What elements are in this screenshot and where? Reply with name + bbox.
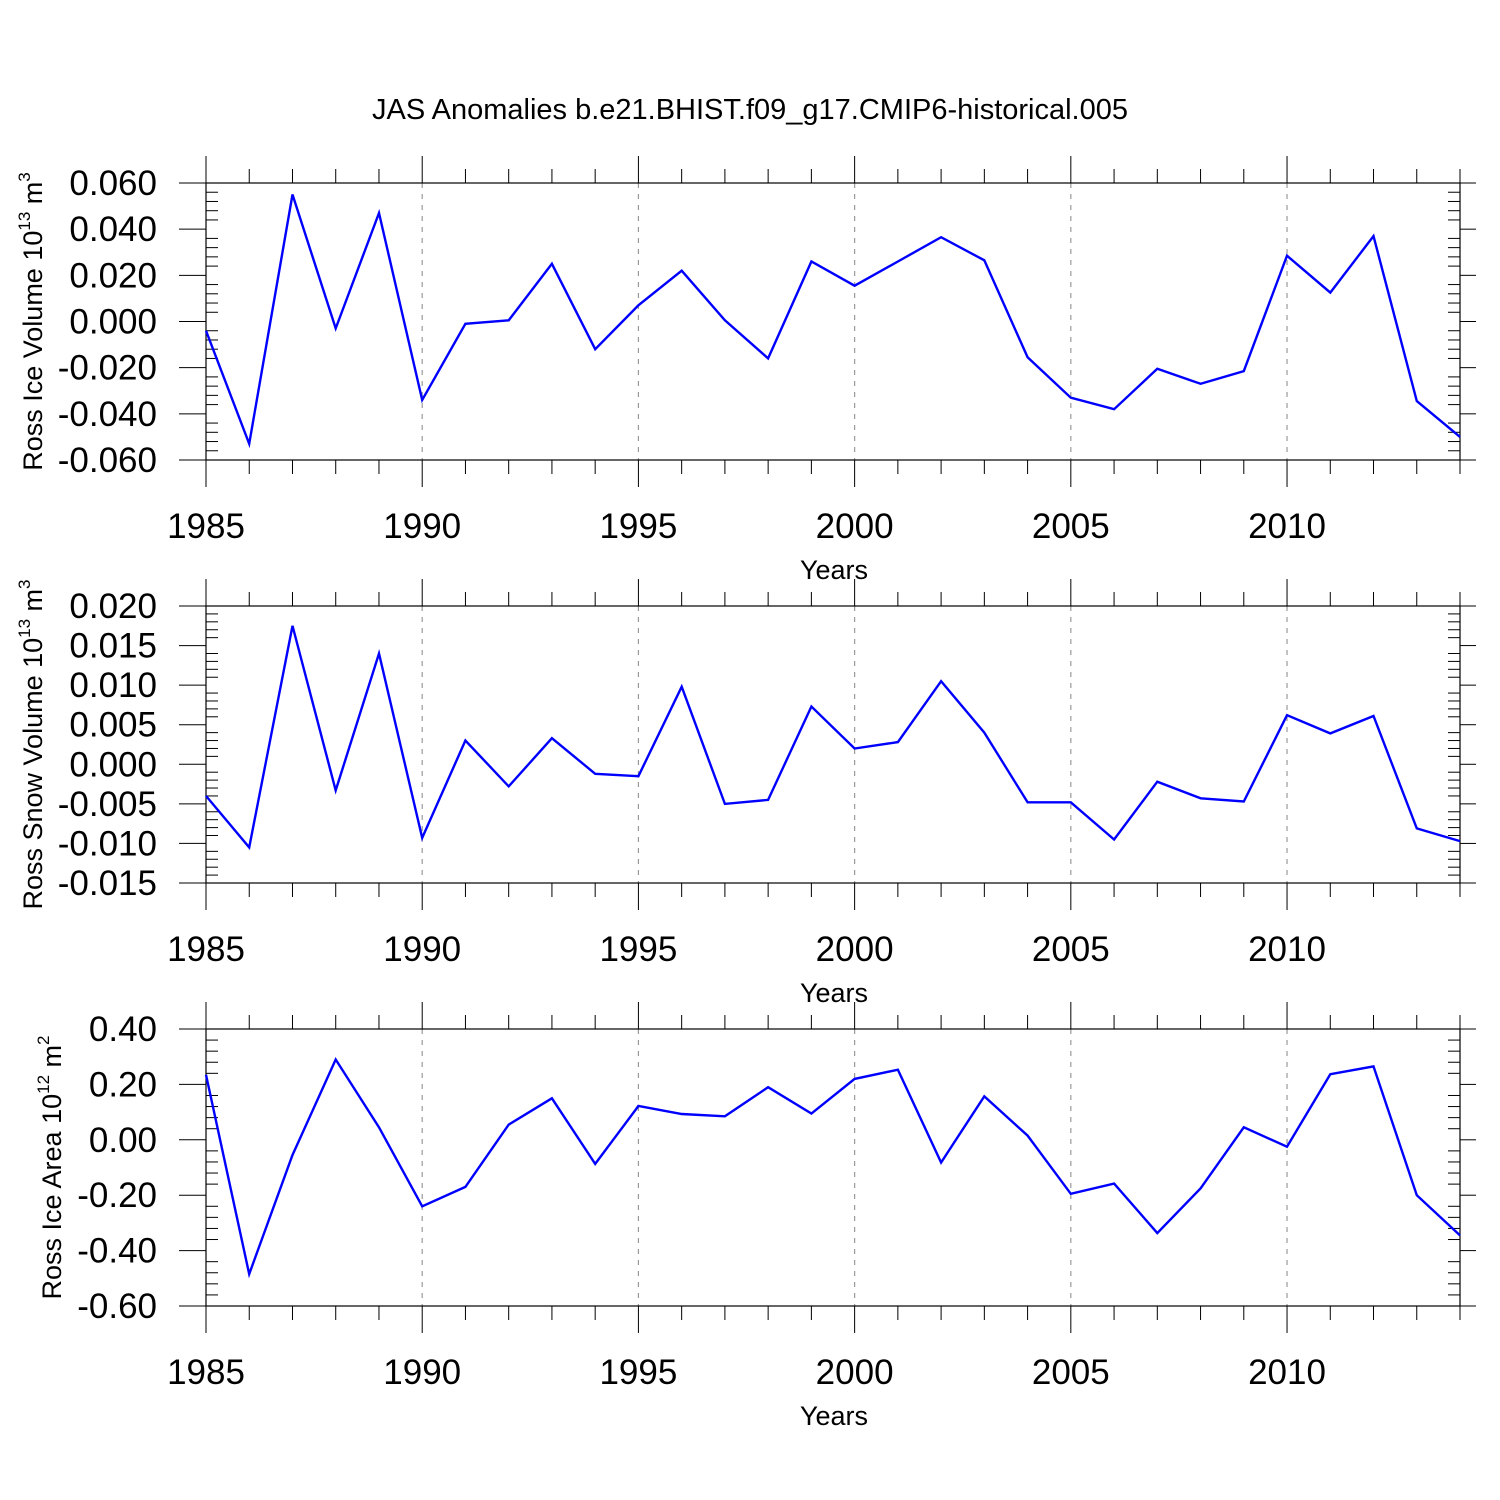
y-axis-label-unit: m bbox=[18, 182, 48, 212]
y-axis-label: Ross Ice Area 1012 m2 bbox=[34, 1035, 67, 1299]
y-tick-label: 0.40 bbox=[89, 1010, 157, 1049]
y-tick-label: 0.015 bbox=[69, 627, 157, 666]
figure-title: JAS Anomalies b.e21.BHIST.f09_g17.CMIP6-… bbox=[372, 94, 1128, 126]
y-tick-label: 0.000 bbox=[69, 303, 157, 342]
series-line bbox=[204, 1056, 1461, 1279]
y-tick-label: 0.005 bbox=[69, 706, 157, 745]
x-tick-label: 2000 bbox=[816, 930, 894, 969]
x-tick-label: 1985 bbox=[167, 507, 245, 546]
y-tick-label: 0.00 bbox=[89, 1121, 157, 1160]
y-tick-label: 0.000 bbox=[69, 745, 157, 784]
x-tick-label: 2010 bbox=[1248, 930, 1326, 969]
y-axis-label-unit-exponent: 3 bbox=[15, 579, 34, 588]
plot-frame bbox=[205, 1028, 1461, 1307]
x-axis-label: Years bbox=[800, 1401, 868, 1431]
plot-frame bbox=[205, 605, 1461, 884]
y-axis-label-main: Ross Snow Volume 10 bbox=[18, 638, 48, 910]
x-tick-label: 1990 bbox=[383, 930, 461, 969]
x-tick-label: 2010 bbox=[1248, 507, 1326, 546]
y-tick-label: 0.20 bbox=[89, 1065, 157, 1104]
y-axis-label-unit: m bbox=[18, 589, 48, 619]
x-tick-label: 2000 bbox=[816, 507, 894, 546]
x-tick-label: 2005 bbox=[1032, 507, 1110, 546]
y-tick-label: -0.010 bbox=[58, 824, 157, 863]
x-tick-label: 1990 bbox=[383, 507, 461, 546]
y-tick-label: -0.015 bbox=[58, 864, 157, 903]
plot-frame bbox=[205, 182, 1461, 461]
y-axis-label-exponent: 12 bbox=[34, 1075, 53, 1094]
panel-3: -0.60 -0.40 -0.20 0.00 0.20 0.40 1985 1990 1995 2… bbox=[34, 1002, 1476, 1431]
y-tick-label: 0.010 bbox=[69, 666, 157, 705]
y-axis-label-exponent: 13 bbox=[15, 619, 34, 638]
x-tick-label: 1985 bbox=[167, 1353, 245, 1392]
x-tick-label: 1990 bbox=[383, 1353, 461, 1392]
x-axis-label: Years bbox=[800, 555, 868, 585]
y-axis-label-exponent: 13 bbox=[15, 212, 34, 231]
x-tick-label: 1995 bbox=[599, 1353, 677, 1392]
y-tick-label: 0.060 bbox=[69, 164, 157, 203]
x-tick-label: 2010 bbox=[1248, 1353, 1326, 1392]
panels: -0.060 -0.040 -0.020 0.000 0.020 0.040 0.060 19… bbox=[15, 156, 1476, 1431]
y-tick-label: -0.040 bbox=[58, 395, 157, 434]
series-line bbox=[205, 625, 1461, 851]
y-axis-label-unit: m bbox=[37, 1045, 67, 1075]
y-tick-label: -0.20 bbox=[77, 1176, 157, 1215]
x-tick-label: 1995 bbox=[599, 507, 677, 546]
y-axis-label-main: Ross Ice Area 10 bbox=[37, 1094, 67, 1300]
x-tick-label: 2005 bbox=[1032, 930, 1110, 969]
y-axis-label-unit-exponent: 3 bbox=[15, 172, 34, 181]
x-tick-label: 2000 bbox=[816, 1353, 894, 1392]
y-tick-label: 0.040 bbox=[69, 210, 157, 249]
y-axis-label: Ross Ice Volume 1013 m3 bbox=[15, 172, 48, 471]
y-axis-label: Ross Snow Volume 1013 m3 bbox=[15, 579, 48, 909]
y-tick-label: -0.60 bbox=[77, 1287, 157, 1326]
series-line bbox=[204, 194, 1461, 449]
panel-2: -0.015-0.010-0.0050.0000.0050.0100.0150.… bbox=[15, 579, 1476, 1008]
x-axis-label: Years bbox=[800, 978, 868, 1008]
panel-1: -0.060 -0.040 -0.020 0.000 0.020 0.040 0.060 19… bbox=[15, 156, 1476, 585]
y-tick-label: 0.020 bbox=[69, 256, 157, 295]
y-tick-label: -0.005 bbox=[58, 785, 157, 824]
y-tick-label: 0.020 bbox=[69, 587, 157, 626]
y-axis-label-main: Ross Ice Volume 10 bbox=[18, 231, 48, 471]
y-tick-label: -0.40 bbox=[77, 1232, 157, 1271]
x-tick-label: 2005 bbox=[1032, 1353, 1110, 1392]
y-tick-label: -0.020 bbox=[58, 349, 157, 388]
y-axis-label-unit-exponent: 2 bbox=[34, 1035, 53, 1044]
x-tick-label: 1985 bbox=[167, 930, 245, 969]
x-tick-label: 1995 bbox=[599, 930, 677, 969]
y-tick-label: -0.060 bbox=[58, 441, 157, 480]
